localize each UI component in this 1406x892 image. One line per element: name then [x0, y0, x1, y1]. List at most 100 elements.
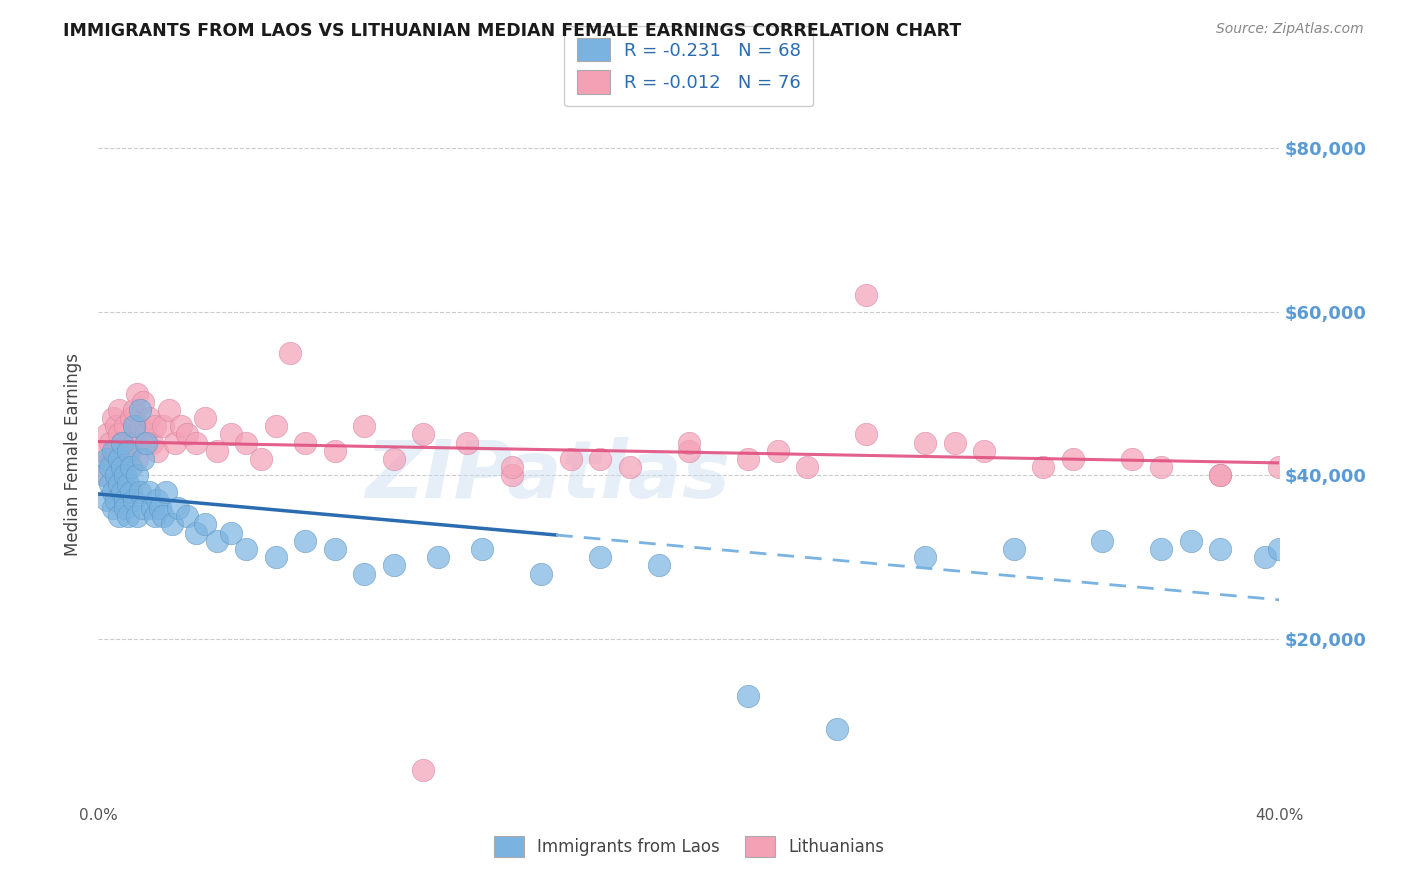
Point: [560, 452, 582, 467]
Point: [114, 501, 136, 516]
Point: [108, 427, 131, 442]
Point: [135, 435, 157, 450]
Y-axis label: Median Female Earnings: Median Female Earnings: [65, 353, 83, 557]
Point: [108, 452, 131, 467]
Point: [93, 443, 115, 458]
Point: [382, 558, 405, 573]
Point: [141, 435, 163, 450]
Point: [143, 419, 166, 434]
Point: [162, 517, 183, 532]
Point: [105, 468, 128, 483]
Point: [796, 460, 818, 475]
Point: [111, 484, 134, 499]
Point: [323, 443, 346, 458]
Point: [280, 345, 302, 359]
Point: [108, 509, 131, 524]
Point: [825, 722, 848, 736]
Point: [138, 484, 160, 499]
Point: [146, 492, 169, 507]
Point: [93, 468, 115, 483]
Point: [1209, 468, 1232, 483]
Point: [152, 419, 174, 434]
Point: [943, 435, 966, 450]
Point: [235, 542, 257, 557]
Text: Source: ZipAtlas.com: Source: ZipAtlas.com: [1216, 22, 1364, 37]
Point: [96, 468, 118, 483]
Point: [589, 452, 612, 467]
Point: [120, 443, 142, 458]
Point: [141, 501, 163, 516]
Point: [1180, 533, 1202, 548]
Point: [117, 443, 139, 458]
Point: [678, 443, 700, 458]
Point: [194, 411, 217, 425]
Point: [530, 566, 553, 581]
Point: [117, 509, 139, 524]
Point: [128, 484, 150, 499]
Point: [105, 492, 128, 507]
Point: [167, 501, 190, 516]
Point: [122, 492, 145, 507]
Point: [105, 419, 128, 434]
Point: [120, 484, 142, 499]
Point: [114, 468, 136, 483]
Point: [184, 435, 207, 450]
Point: [98, 435, 121, 450]
Point: [120, 460, 142, 475]
Point: [111, 435, 134, 450]
Point: [170, 419, 193, 434]
Point: [122, 419, 145, 434]
Point: [114, 484, 136, 499]
Text: ZIPatlas: ZIPatlas: [364, 437, 730, 515]
Point: [111, 460, 134, 475]
Point: [973, 443, 995, 458]
Point: [1268, 460, 1291, 475]
Point: [98, 460, 121, 475]
Point: [96, 452, 118, 467]
Point: [1150, 542, 1173, 557]
Point: [143, 509, 166, 524]
Point: [1209, 542, 1232, 557]
Point: [1298, 468, 1320, 483]
Point: [105, 476, 128, 491]
Point: [914, 435, 936, 450]
Point: [128, 403, 150, 417]
Point: [235, 435, 257, 450]
Point: [132, 394, 155, 409]
Point: [427, 550, 450, 565]
Point: [122, 403, 145, 417]
Point: [1254, 550, 1277, 565]
Point: [146, 443, 169, 458]
Point: [108, 403, 131, 417]
Point: [128, 419, 150, 434]
Point: [114, 492, 136, 507]
Point: [457, 435, 479, 450]
Point: [501, 468, 523, 483]
Point: [176, 509, 198, 524]
Point: [184, 525, 207, 540]
Point: [152, 509, 174, 524]
Point: [221, 427, 243, 442]
Point: [125, 468, 148, 483]
Point: [108, 452, 131, 467]
Point: [353, 566, 375, 581]
Point: [737, 690, 759, 704]
Point: [855, 427, 877, 442]
Point: [1032, 460, 1054, 475]
Point: [264, 550, 287, 565]
Point: [135, 427, 157, 442]
Legend: Immigrants from Laos, Lithuanians: Immigrants from Laos, Lithuanians: [486, 830, 891, 864]
Point: [855, 288, 877, 302]
Point: [120, 411, 142, 425]
Point: [105, 443, 128, 458]
Point: [471, 542, 494, 557]
Point: [1268, 542, 1291, 557]
Point: [138, 411, 160, 425]
Point: [132, 452, 155, 467]
Point: [294, 435, 316, 450]
Point: [619, 460, 641, 475]
Point: [98, 452, 121, 467]
Point: [111, 460, 134, 475]
Point: [250, 452, 273, 467]
Point: [114, 443, 136, 458]
